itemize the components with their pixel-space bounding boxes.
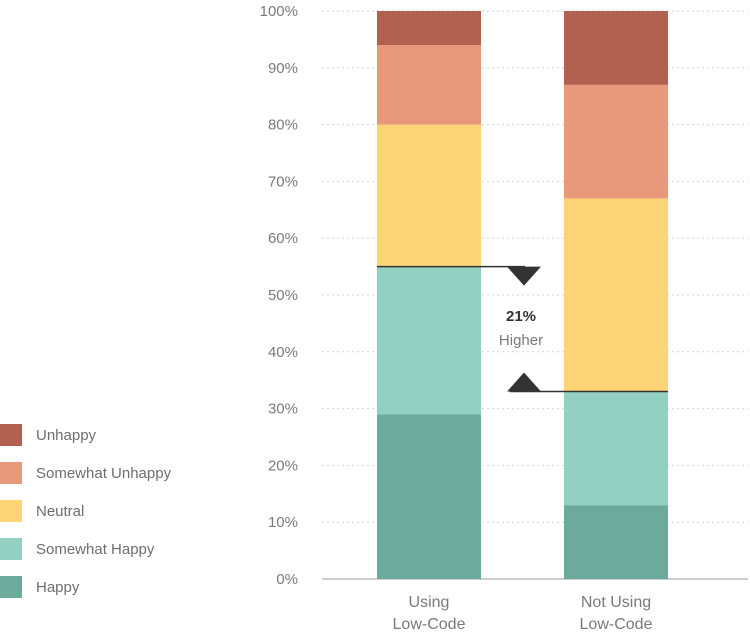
y-tick-label: 100% — [260, 3, 298, 20]
y-tick-label: 80% — [268, 117, 298, 134]
legend-label: Somewhat Unhappy — [36, 465, 172, 482]
x-category-label: Low-Code — [580, 616, 653, 633]
legend-swatch — [0, 462, 22, 484]
bar-segment — [564, 84, 668, 199]
y-tick-label: 90% — [268, 60, 298, 77]
legend-label: Unhappy — [36, 427, 97, 444]
bar-segment — [377, 11, 481, 46]
legend-swatch — [0, 500, 22, 522]
annotation-text: Higher — [499, 332, 543, 349]
annotation-value: 21% — [506, 308, 536, 325]
y-tick-label: 40% — [268, 344, 298, 361]
x-category-label: Low-Code — [393, 616, 466, 633]
bar-segment — [564, 11, 668, 85]
bar-segment — [377, 266, 481, 415]
y-tick-label: 20% — [268, 457, 298, 474]
y-tick-label: 30% — [268, 401, 298, 418]
y-tick-label: 0% — [276, 571, 298, 588]
bar-segment — [564, 391, 668, 506]
y-axis-ticks: 0% 10% 20% 30% 40% 50% 60% 70% 80% 90% 100% — [260, 3, 298, 588]
arrow-down-icon — [507, 266, 541, 286]
y-tick-label: 10% — [268, 514, 298, 531]
bar-segment — [377, 45, 481, 125]
bar-segment — [377, 414, 481, 579]
x-category-label: Not Using — [581, 594, 651, 611]
bar-segment — [564, 505, 668, 579]
bar-segment — [564, 198, 668, 392]
bar-segment — [377, 124, 481, 267]
x-axis-categories: Using Low-Code Not Using Low-Code — [393, 594, 653, 633]
legend-swatch — [0, 576, 22, 598]
legend-label: Happy — [36, 579, 80, 596]
legend-swatch — [0, 538, 22, 560]
legend-swatch — [0, 424, 22, 446]
difference-annotation: 21% Higher — [377, 265, 668, 393]
x-category-label: Using — [409, 594, 450, 611]
y-tick-label: 60% — [268, 230, 298, 247]
legend-label: Neutral — [36, 503, 84, 520]
arrow-up-icon — [507, 372, 541, 392]
y-tick-label: 70% — [268, 173, 298, 190]
legend-label: Somewhat Happy — [36, 541, 155, 558]
bars — [377, 11, 668, 579]
y-tick-label: 50% — [268, 287, 298, 304]
legend: Unhappy Somewhat Unhappy Neutral Somewhat H… — [0, 424, 172, 598]
